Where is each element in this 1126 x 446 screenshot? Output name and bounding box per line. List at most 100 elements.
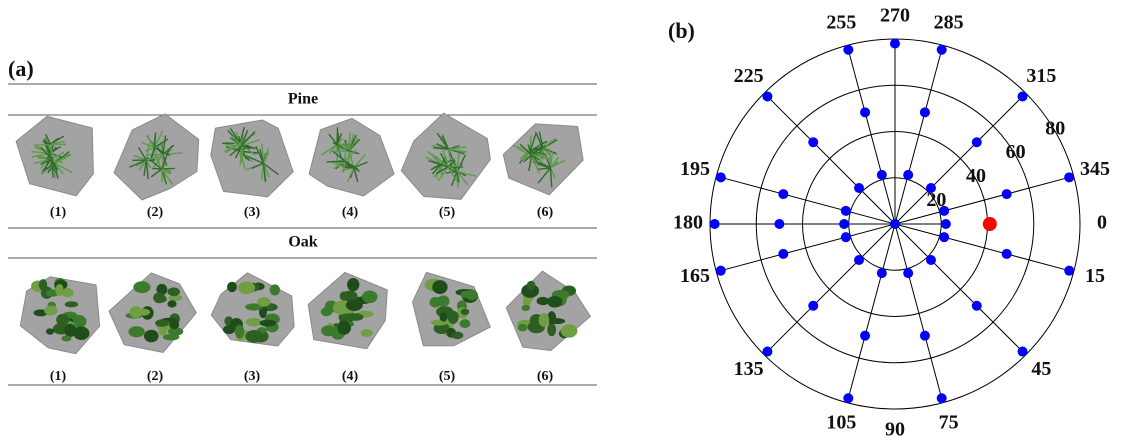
crown-polygon [16, 116, 93, 196]
point [854, 255, 864, 265]
tree-image [503, 124, 583, 195]
tree-image [114, 114, 199, 200]
theta-tick-label: 285 [934, 12, 964, 34]
point [937, 393, 947, 403]
tree-image [211, 273, 294, 346]
tree-image [308, 272, 387, 348]
item-label: (2) [147, 369, 164, 384]
crown-polygon [401, 113, 490, 199]
leaf [144, 330, 159, 343]
point [1064, 172, 1074, 182]
group-title: Pine [288, 91, 318, 108]
leaf [260, 320, 277, 327]
leaf [246, 318, 262, 327]
leaf [362, 290, 378, 303]
point [1018, 91, 1028, 101]
point [937, 45, 947, 55]
tree-image [211, 120, 293, 197]
point [710, 219, 720, 229]
item-label: (5) [439, 369, 456, 384]
leaf [451, 332, 463, 340]
item-label: (1) [50, 369, 67, 384]
leaf [448, 311, 459, 324]
theta-tick-label: 75 [939, 412, 959, 434]
point [762, 347, 772, 357]
point [778, 189, 788, 199]
group-title: Oak [288, 234, 317, 251]
point [860, 107, 870, 117]
tree-image [401, 113, 490, 199]
point [920, 107, 930, 117]
item-label: (5) [439, 205, 456, 220]
point [972, 137, 982, 147]
leaf [432, 280, 447, 294]
point [1064, 266, 1074, 276]
leaf [44, 305, 57, 315]
point [843, 45, 853, 55]
theta-tick-label: 315 [1026, 65, 1056, 87]
leaf [257, 297, 270, 307]
leaf [39, 279, 47, 291]
panel-label: (b) [668, 18, 695, 43]
r-tick-label: 60 [1006, 141, 1026, 163]
item-label: (6) [537, 369, 554, 384]
point [839, 219, 849, 229]
leaf [65, 301, 78, 307]
theta-tick-label: 195 [680, 158, 710, 180]
leaf [167, 300, 176, 307]
item-label: (4) [342, 205, 359, 220]
point [774, 219, 784, 229]
point [926, 183, 936, 193]
point [841, 232, 851, 242]
point [860, 331, 870, 341]
point [939, 206, 949, 216]
theta-tick-label: 0 [1097, 212, 1107, 234]
theta-tick-label: 15 [1085, 265, 1105, 287]
point [762, 91, 772, 101]
point [877, 170, 887, 180]
spoke [767, 96, 895, 224]
leaf [437, 295, 449, 307]
point [843, 393, 853, 403]
spoke [721, 177, 895, 224]
leaf [132, 327, 142, 336]
leaf [235, 325, 245, 339]
needle [327, 161, 345, 162]
leaf [46, 328, 54, 334]
point [890, 39, 900, 49]
point [808, 301, 818, 311]
theta-tick-label: 105 [826, 412, 856, 434]
leaf [461, 309, 470, 315]
leaf [238, 281, 255, 294]
leaf [347, 278, 359, 291]
point [920, 331, 930, 341]
crown-polygon [503, 124, 583, 195]
theta-tick-label: 255 [826, 12, 856, 34]
theta-tick-label: 165 [680, 265, 710, 287]
point [903, 170, 913, 180]
spoke [895, 224, 1023, 352]
tree-image [413, 272, 491, 345]
leaf [440, 312, 448, 321]
theta-tick-label: 345 [1080, 158, 1110, 180]
leaf [347, 313, 363, 321]
point [926, 255, 936, 265]
leaf [133, 281, 150, 293]
leaf [169, 320, 179, 329]
item-label: (3) [244, 205, 261, 220]
leaf [527, 281, 536, 290]
spoke [767, 224, 895, 352]
point [1002, 249, 1012, 259]
tree-image [506, 271, 590, 350]
leaf [56, 314, 69, 326]
spoke [848, 50, 895, 224]
tree-image [20, 277, 99, 354]
leaf [547, 323, 556, 336]
spoke [721, 224, 895, 271]
leaf [337, 321, 351, 335]
point [716, 266, 726, 276]
point [808, 137, 818, 147]
leaf [158, 296, 167, 303]
item-label: (3) [244, 369, 261, 384]
point [983, 217, 997, 231]
